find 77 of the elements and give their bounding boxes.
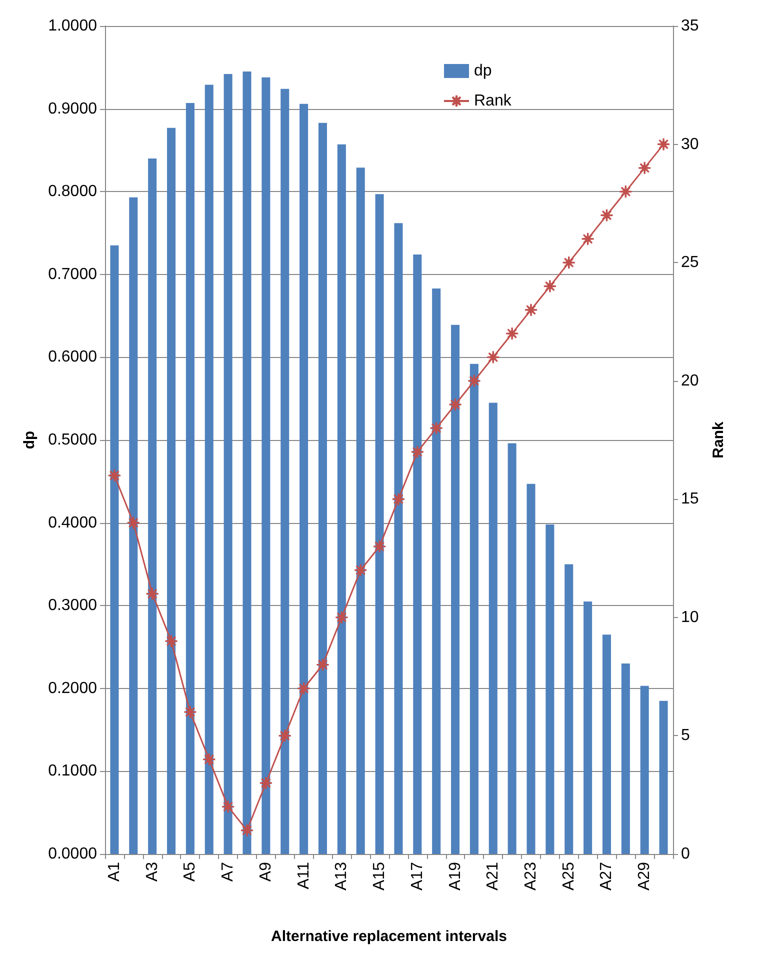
point xyxy=(372,540,386,554)
point xyxy=(524,303,538,317)
y-tick-label: 0.2000 xyxy=(48,680,98,697)
bar xyxy=(186,103,194,854)
bar xyxy=(526,484,536,854)
x-tick-label: A9 xyxy=(257,862,274,882)
y2-tick-label: 30 xyxy=(681,136,699,153)
x-tick-label: A11 xyxy=(295,862,312,890)
bar xyxy=(488,402,498,854)
y2-tick-label: 25 xyxy=(681,254,699,272)
x-tick-label: A25 xyxy=(560,862,578,890)
point xyxy=(505,326,519,340)
bar xyxy=(204,84,214,854)
bar xyxy=(508,443,516,854)
y-tick-label: 0.4000 xyxy=(48,514,98,532)
y-tick-label: 0.9000 xyxy=(48,100,98,118)
y-tick-label: 0.6000 xyxy=(48,348,98,366)
y-tick-label: 0.0000 xyxy=(48,846,98,862)
bar xyxy=(167,128,176,854)
y-tick-label: 0.3000 xyxy=(48,597,98,614)
x-tick-label: A23 xyxy=(522,862,540,890)
x-axis-title: Alternative replacement intervals xyxy=(271,928,507,945)
x-tick-label: A7 xyxy=(220,862,237,882)
y2-tick-label: 35 xyxy=(681,18,699,34)
bar xyxy=(224,74,232,854)
bar xyxy=(602,634,611,854)
y-axis-title: dp xyxy=(21,430,38,450)
y-tick-label: 1.0000 xyxy=(48,18,98,34)
y2-axis-title: Rank xyxy=(710,421,727,458)
bar xyxy=(242,72,252,854)
bar xyxy=(432,288,441,854)
y-tick-label: 0.1000 xyxy=(48,762,98,780)
bar xyxy=(300,104,308,854)
point xyxy=(638,161,652,175)
x-tick-label: A17 xyxy=(408,862,426,890)
x-tick-label: A13 xyxy=(333,862,350,890)
x-tick-label: A15 xyxy=(371,862,388,890)
bar xyxy=(659,700,668,854)
bar xyxy=(262,77,270,854)
x-tick-label: A27 xyxy=(598,862,616,890)
bar xyxy=(394,223,403,854)
x-tick-label: A19 xyxy=(446,862,464,890)
bar xyxy=(110,245,119,854)
x-tick-label: A21 xyxy=(484,862,502,890)
y-tick-label: 0.5000 xyxy=(48,432,98,448)
point xyxy=(183,705,197,719)
bar xyxy=(129,197,138,854)
bar xyxy=(375,194,384,854)
point xyxy=(354,563,368,577)
bar xyxy=(564,564,574,854)
bar xyxy=(470,364,478,854)
y2-tick-label: 10 xyxy=(681,608,699,626)
bar xyxy=(280,88,290,854)
x-tick-label: A1 xyxy=(106,862,123,882)
bar xyxy=(318,122,327,854)
point xyxy=(108,468,122,482)
bar xyxy=(451,324,460,854)
y-tick-label: 0.8000 xyxy=(48,183,98,200)
bar xyxy=(546,524,554,854)
bar xyxy=(337,144,346,854)
bar xyxy=(148,158,157,854)
bar xyxy=(413,254,422,854)
y2-tick-label: 0 xyxy=(681,846,690,862)
x-tick-label: A5 xyxy=(182,862,199,882)
y-tick-label: 0.7000 xyxy=(48,266,98,283)
legend-label: Rank xyxy=(474,92,512,110)
x-tick-label: A3 xyxy=(144,862,161,882)
y2-tick-label: 20 xyxy=(681,372,699,390)
y2-tick-label: 15 xyxy=(681,490,699,508)
bar xyxy=(356,168,365,854)
bar xyxy=(621,664,630,854)
bar xyxy=(584,601,592,854)
y2-tick-label: 5 xyxy=(681,727,690,744)
legend-label: dp xyxy=(474,62,492,80)
bar xyxy=(640,686,649,854)
x-tick-label: A29 xyxy=(636,862,654,890)
point xyxy=(259,776,273,790)
